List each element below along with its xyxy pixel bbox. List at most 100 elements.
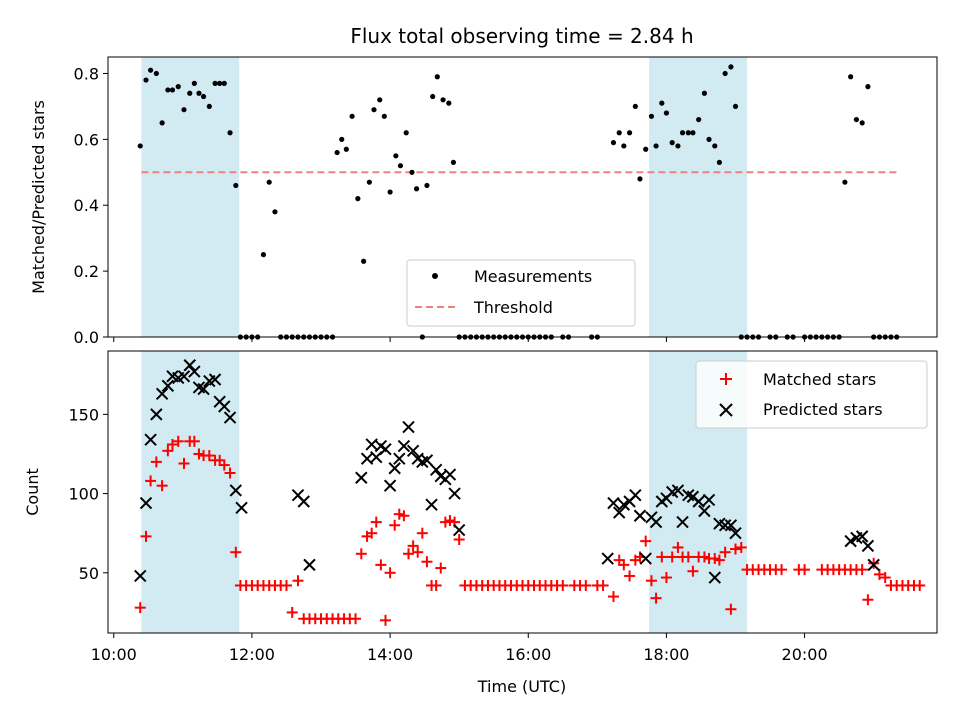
measurement-point: [424, 182, 430, 189]
bottom-axes-frame: [107, 350, 938, 634]
matched-star-point: [389, 519, 401, 531]
predicted-star-point: [708, 571, 721, 584]
matched-star-point: [403, 548, 415, 560]
predicted-star-point: [861, 539, 875, 553]
matched-star-point: [145, 475, 157, 487]
measurement-point: [377, 97, 383, 103]
measurement-point: [153, 70, 159, 77]
legend-predicted-label: Predicted stars: [763, 400, 883, 419]
measurement-point: [355, 196, 361, 202]
top-y-tick-label: 0.4: [74, 196, 99, 215]
predicted-star-point: [177, 370, 191, 383]
measurement-point: [169, 87, 176, 93]
x-tick-label: 14:00: [367, 645, 413, 664]
predicted-star-point: [639, 552, 652, 565]
measurement-point: [842, 179, 848, 185]
matched-star-point: [150, 456, 162, 468]
matched-star-point: [366, 527, 378, 539]
predicted-star-point: [629, 488, 642, 502]
measurement-point: [732, 103, 739, 110]
matched-star-point: [557, 579, 569, 591]
measurement-point: [260, 252, 267, 258]
predicted-star-point: [355, 471, 368, 484]
matched-star-point: [687, 565, 699, 577]
predicted-star-point: [208, 373, 222, 386]
predicted-star-point: [429, 463, 443, 477]
measurement-point: [853, 116, 860, 123]
matched-star-point: [370, 516, 382, 528]
observing-windows-bottom: [141, 351, 748, 633]
measurement-point: [339, 136, 345, 142]
predicted-star-point: [613, 506, 626, 519]
measurement-point: [200, 93, 207, 100]
predicted-star-point: [397, 439, 411, 453]
measurement-point: [397, 163, 404, 169]
matched-star-point: [879, 572, 891, 584]
measurement-point: [381, 113, 387, 119]
predicted-star-point: [855, 530, 869, 543]
measurement-point: [413, 186, 420, 192]
matched-star-point: [398, 510, 410, 522]
measurement-point: [349, 113, 355, 119]
measurement-point: [159, 120, 165, 126]
ratio-panel: 0.0 0.2 0.4 0.6 0.8 Flux total observing tim…: [29, 24, 938, 347]
predicted-star-point: [297, 495, 310, 508]
measurement-point: [626, 130, 633, 136]
measurement-point: [221, 80, 227, 86]
measurement-point: [722, 70, 728, 77]
matched-star-point: [580, 579, 592, 591]
measurement-point: [196, 90, 202, 96]
measurement-point: [366, 179, 372, 185]
matched-star-point: [407, 540, 419, 552]
matched-star-point: [618, 559, 630, 571]
matched-star-point: [799, 564, 811, 576]
matched-star-point: [218, 459, 230, 471]
matched-star-point: [868, 557, 880, 569]
matched-star-point: [776, 564, 788, 576]
measurement-point: [675, 143, 681, 149]
x-axis-label: Time (UTC): [477, 677, 566, 696]
measurement-point: [712, 143, 718, 149]
matched-star-point: [230, 546, 242, 558]
matched-star-point: [730, 543, 742, 555]
matched-star-point: [188, 435, 200, 447]
observing-window-1: [141, 57, 240, 337]
predicted-star-point: [617, 498, 631, 511]
x-tick-label: 12:00: [229, 645, 275, 664]
x-tick-label: 16:00: [505, 645, 551, 664]
measurement-point: [148, 67, 154, 73]
measurement-point: [217, 80, 223, 86]
measurement-point: [343, 146, 349, 152]
bottom-y-tick-label: 100: [68, 485, 99, 504]
measurement-point: [165, 87, 171, 93]
measurement-point: [663, 110, 670, 116]
predicted-star-point: [134, 569, 147, 583]
predicted-star-point: [155, 387, 169, 400]
measurement-point: [233, 182, 239, 189]
measurement-point: [446, 100, 452, 106]
measurement-point: [206, 103, 212, 110]
predicted-star-point: [844, 534, 857, 548]
measurement-point: [272, 209, 278, 215]
predicted-star-point: [229, 484, 243, 497]
predicted-star-point: [393, 452, 406, 465]
legend-threshold-label: Threshold: [473, 298, 553, 317]
matched-star-point: [672, 541, 684, 553]
predicted-star-point: [671, 484, 685, 497]
matched-star-point: [140, 530, 152, 542]
predicted-star-point: [144, 433, 157, 446]
measurement-point: [679, 130, 686, 136]
measurement-point: [706, 136, 712, 142]
predicted-star-point: [633, 509, 647, 522]
predicted-star-point: [139, 496, 153, 510]
measurement-point: [616, 130, 622, 136]
predicted-stars-points: [134, 359, 880, 584]
matched-star-point: [280, 579, 292, 591]
matched-star-point: [435, 562, 447, 574]
legend-matched-label: Matched stars: [763, 370, 876, 389]
top-axes-frame: [107, 56, 938, 338]
matched-star-point: [640, 535, 652, 547]
predicted-star-point: [649, 515, 663, 529]
predicted-star-point: [420, 454, 434, 467]
